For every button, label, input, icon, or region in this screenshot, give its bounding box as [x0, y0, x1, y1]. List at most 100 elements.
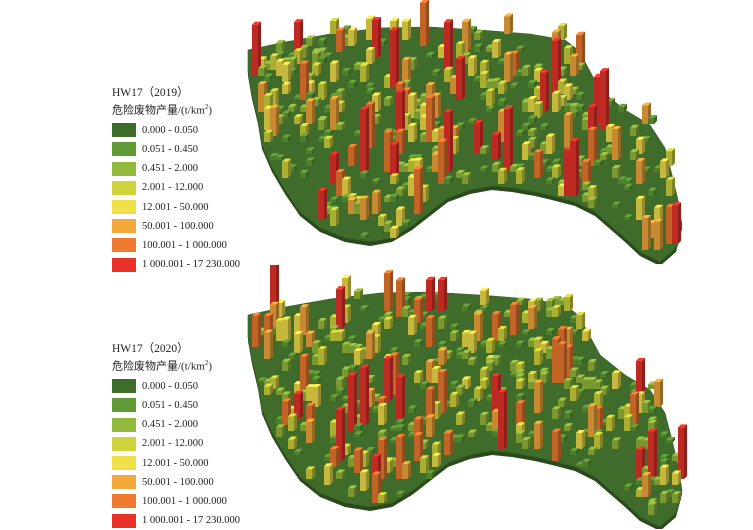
data-prism: [276, 154, 285, 160]
data-prism: [366, 82, 375, 88]
map-3d-2019: [247, 0, 683, 264]
data-prism: [258, 65, 267, 76]
data-prism: [414, 166, 423, 214]
data-prism: [408, 314, 417, 335]
data-prism: [660, 431, 669, 437]
data-prism: [288, 352, 297, 359]
data-prism: [360, 364, 369, 425]
legend-swatch: [112, 161, 136, 176]
data-prism: [282, 61, 291, 82]
data-prism: [264, 129, 273, 142]
data-prism: [648, 428, 657, 479]
data-prism: [498, 98, 507, 106]
data-prism: [414, 338, 423, 347]
data-prism: [348, 27, 357, 46]
data-prism: [288, 436, 297, 449]
data-prism: [516, 340, 525, 347]
data-prism: [390, 141, 399, 178]
data-prism: [450, 391, 459, 407]
data-prism: [648, 501, 657, 515]
data-prism: [462, 349, 471, 359]
data-prism: [276, 39, 285, 52]
legend-item: 0.051 - 0.450: [112, 396, 282, 415]
legend-item: 1 000.001 - 17 230.000: [112, 255, 282, 274]
data-prism: [672, 491, 681, 503]
data-prism: [474, 30, 483, 40]
data-prism: [516, 393, 525, 401]
data-prism: [492, 131, 501, 160]
data-prism: [264, 383, 273, 395]
data-prism: [630, 391, 639, 425]
data-prism: [552, 164, 561, 178]
data-prism: [480, 145, 489, 154]
data-prism: [336, 387, 345, 395]
legend-item: 0.451 - 2.000: [112, 415, 282, 434]
data-prism: [312, 62, 321, 76]
legend-swatch: [112, 123, 136, 138]
data-prism: [300, 353, 309, 395]
data-prism: [336, 376, 345, 389]
data-prism: [534, 149, 543, 178]
legend-label: 0.051 - 0.450: [142, 399, 198, 411]
data-prism: [342, 67, 351, 76]
legend-label: 2.001 - 12.000: [142, 438, 204, 450]
data-prism: [576, 91, 585, 100]
data-prism: [324, 135, 333, 148]
data-prism: [288, 413, 297, 431]
data-prism: [336, 121, 345, 130]
data-prism: [438, 368, 447, 413]
data-prism: [444, 175, 453, 184]
data-prism: [438, 138, 447, 184]
data-prism: [438, 347, 447, 365]
data-prism: [348, 79, 357, 88]
data-prism: [264, 73, 273, 82]
data-prism: [426, 414, 435, 437]
data-prism: [564, 423, 573, 431]
data-prism: [282, 158, 291, 178]
data-prism: [570, 53, 579, 76]
data-prism: [318, 188, 327, 220]
legend-2020: HW17（2020） 危险废物产量/(t/km2) 0.000 - 0.050 0…: [112, 342, 282, 530]
data-prism: [594, 431, 603, 449]
legend-items: 0.000 - 0.050 0.051 - 0.450 0.451 - 2.000 2…: [112, 121, 282, 275]
data-prism: [582, 158, 591, 184]
data-prism: [462, 172, 471, 184]
data-prism: [456, 434, 465, 443]
data-prism: [666, 176, 675, 196]
data-prism: [360, 170, 369, 178]
map-panel-2019: HW17（2019） 危险废物产量/(t/km2) 0.000 - 0.050 0…: [0, 0, 753, 272]
data-prism: [330, 95, 339, 130]
legend-item: 2.001 - 12.000: [112, 178, 282, 197]
data-prism: [456, 41, 465, 58]
data-prism: [336, 469, 345, 479]
data-prism: [378, 403, 387, 425]
data-prism: [330, 394, 339, 401]
legend-swatch: [112, 238, 136, 253]
data-prism: [420, 0, 429, 46]
data-prism: [396, 374, 405, 419]
data-prism: [612, 201, 621, 208]
data-prism: [414, 432, 423, 461]
data-prism: [372, 189, 381, 214]
data-prism: [372, 16, 381, 58]
map-panel-2020: HW17（2020） 危险废物产量/(t/km2) 0.000 - 0.050 0…: [0, 265, 753, 529]
data-prism: [252, 21, 261, 76]
data-prism: [648, 405, 657, 413]
data-prism: [366, 47, 375, 64]
data-prism: [396, 490, 405, 497]
data-prism: [366, 87, 375, 94]
data-prism: [576, 103, 585, 112]
data-prism: [330, 445, 339, 467]
data-prism: [354, 348, 363, 365]
data-prism: [660, 158, 669, 178]
data-prism: [552, 304, 561, 317]
data-prism: [270, 104, 279, 136]
data-prism: [432, 452, 441, 467]
data-prism: [396, 88, 405, 136]
data-prism: [642, 215, 651, 250]
data-prism: [570, 138, 579, 196]
data-prism: [354, 431, 363, 437]
data-prism: [384, 270, 393, 311]
data-prism: [294, 448, 303, 455]
data-prism: [630, 124, 639, 136]
